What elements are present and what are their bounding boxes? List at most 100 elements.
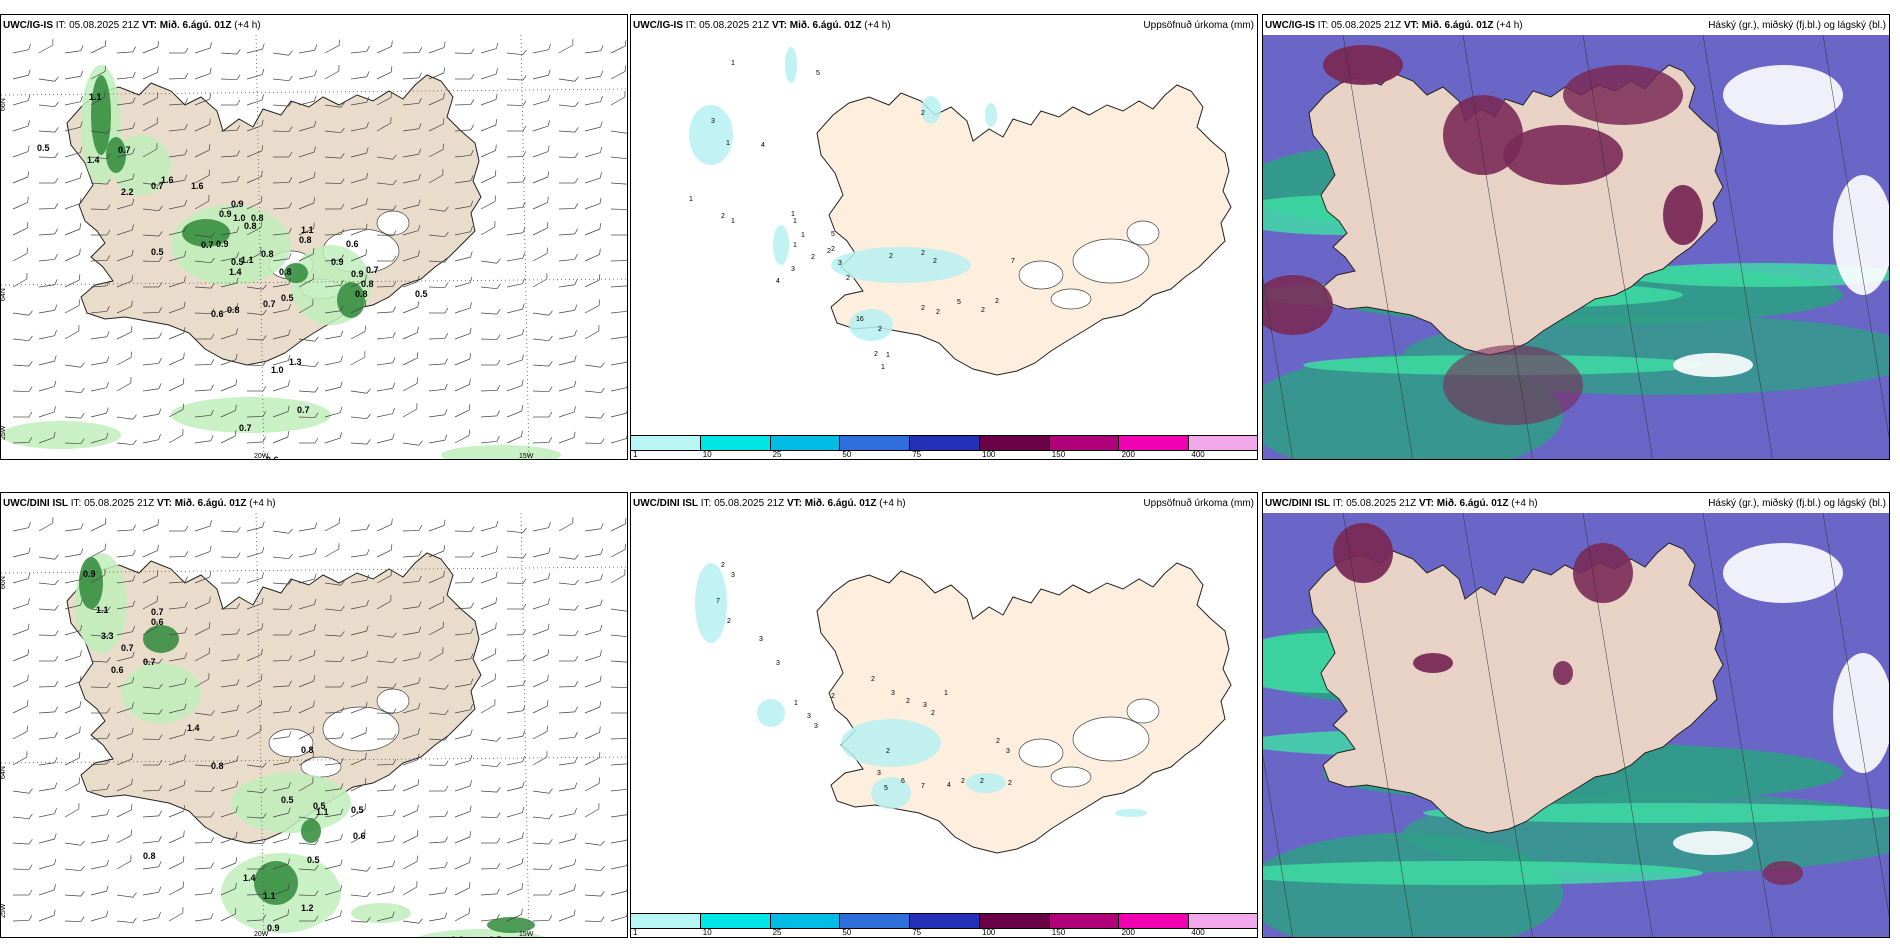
wind-barb [532, 196, 549, 210]
legend-colorbar [631, 435, 1257, 451]
wind-barb [142, 434, 161, 444]
wind-barb [220, 527, 241, 533]
accum-value-label: 2 [995, 298, 999, 305]
wind-barb [376, 657, 397, 664]
wind-barb [584, 865, 605, 872]
wind-barb [298, 548, 317, 558]
accum-value-label: 4 [761, 142, 765, 149]
panel-title: UWC/DINI ISL IT: 05.08.2025 21Z VT: Mið.… [633, 498, 906, 509]
wind-barb [532, 700, 549, 714]
precip-value-label: 0.7 [121, 643, 134, 653]
wind-barb [454, 678, 474, 688]
wind-barb [298, 299, 314, 314]
wind-barb [532, 247, 548, 262]
wind-barb [350, 574, 370, 584]
accum-value-label: 3 [814, 723, 818, 730]
wind-barb [168, 200, 187, 210]
wind-barb [584, 752, 601, 766]
legend-swatch [840, 914, 911, 928]
wind-barb [220, 603, 241, 610]
wind-barb [532, 915, 553, 922]
wind-barb [402, 601, 422, 610]
wind-barb [64, 146, 83, 158]
wind-barb [376, 117, 392, 132]
wind-barb [38, 808, 57, 818]
wind-barb [298, 120, 317, 132]
wind-barb [38, 380, 57, 392]
wind-barb [584, 891, 605, 897]
wind-barb [246, 546, 265, 558]
wind-barb [38, 909, 56, 922]
precip-value-label: 1.4 [243, 873, 256, 883]
wind-barb [168, 378, 185, 392]
wind-barb [38, 228, 58, 236]
wind-barb [584, 387, 605, 394]
wind-barb [272, 655, 293, 662]
wind-barb [324, 580, 345, 586]
wind-barb [12, 386, 33, 392]
accum-value-label: 2 [831, 246, 835, 253]
wind-barb [116, 97, 136, 106]
wind-barb [220, 857, 238, 870]
wind-barb [38, 782, 58, 792]
accum-value-label: 2 [906, 698, 910, 705]
wind-barb [376, 632, 397, 638]
wind-barb [428, 861, 448, 870]
precip-value-label: 0.6 [353, 831, 366, 841]
wind-barb [168, 907, 184, 922]
wind-barb [532, 310, 553, 316]
wind-barb [507, 603, 527, 610]
wind-barb [610, 631, 627, 638]
wind-barb [142, 117, 158, 132]
wind-barb [480, 699, 496, 714]
wind-barb [480, 68, 498, 80]
wind-barb [402, 440, 423, 446]
wind-barb [455, 551, 475, 558]
wind-barb [584, 172, 602, 184]
wind-barb [376, 179, 397, 186]
wind-barb [376, 306, 396, 314]
iceland-landmass [1308, 542, 1724, 834]
wind-barb [584, 325, 600, 340]
legend-tick-label: 200 [1121, 450, 1135, 459]
wind-barb [558, 431, 576, 444]
wind-barb [454, 48, 475, 54]
wind-barb [584, 523, 604, 532]
wind-barb [272, 909, 290, 922]
accum-value-label: 1 [689, 196, 693, 203]
cloud-clear [1673, 831, 1753, 855]
wind-barb [142, 709, 163, 715]
wind-barb [584, 438, 605, 444]
wind-barb [506, 201, 526, 210]
wind-barb [454, 577, 475, 584]
wind-barb [350, 866, 371, 872]
wind-barb [38, 355, 57, 366]
wind-barb [298, 624, 316, 636]
wind-barb [90, 543, 106, 558]
wind-barb [376, 544, 393, 558]
graticule-line [1263, 754, 1293, 937]
wind-barb [584, 548, 604, 558]
lat-label-66: 66N [1, 98, 7, 111]
wind-barb [480, 410, 500, 418]
wind-barb [610, 910, 627, 922]
wind-barb [64, 96, 83, 106]
wind-barb [428, 333, 449, 340]
wind-barb [584, 574, 603, 584]
panel-wind-precip-igis: UWC/IG-IS IT: 05.08.2025 21Z VT: Mið. 6.… [0, 14, 628, 460]
wind-barb [272, 705, 292, 714]
panel-clouds-igis: UWC/IG-IS IT: 05.08.2025 21Z VT: Mið. 6.… [1262, 14, 1890, 460]
wind-barb [584, 701, 602, 714]
wind-barb [350, 439, 371, 445]
wind-barb [64, 675, 82, 688]
wind-barb [506, 252, 526, 262]
wind-barb [376, 154, 397, 160]
wind-barb [272, 278, 292, 288]
precip-value-label: 0.8 [227, 305, 240, 315]
wind-barb [168, 123, 188, 132]
wind-barb [90, 432, 109, 444]
cloud-high [1263, 275, 1333, 335]
wind-barb [377, 733, 397, 740]
wind-barb [298, 248, 315, 262]
wind-barb [298, 839, 319, 846]
